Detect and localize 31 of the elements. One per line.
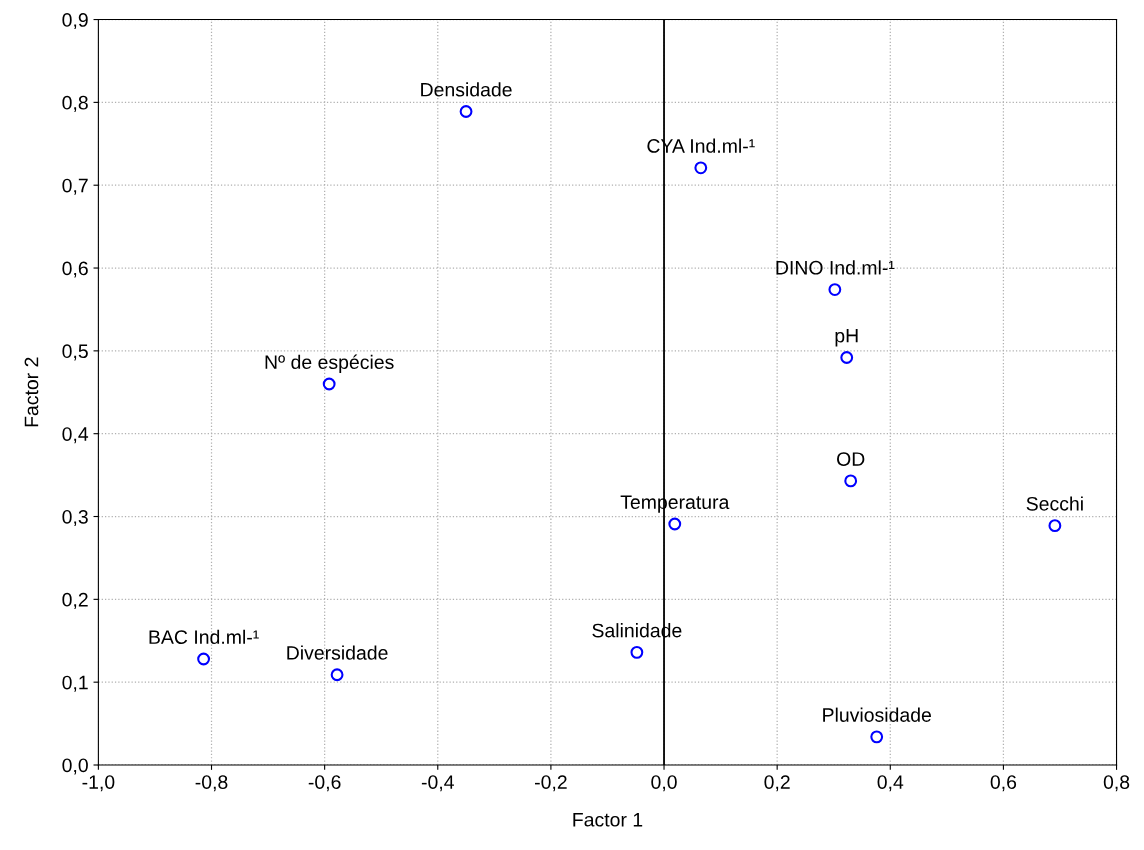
y-tick-label: 0,1 [62,675,88,692]
x-tick-label: -0,8 [195,775,228,792]
annotation: BAC Ind.ml-¹ [149,629,259,645]
annotation: OD [837,452,865,466]
y-tick-label: 0,9 [62,13,88,30]
y-axis-title: Factor 2 [24,357,39,427]
x-tick-label: 0,2 [764,775,790,792]
x-tick-label: 0,8 [1103,775,1130,792]
y-tick-label: 0,8 [62,95,88,112]
y-tick-label: 0,7 [62,178,88,195]
x-tick-label: -0,4 [421,775,454,792]
y-tick-label: 0,0 [62,758,88,775]
x-axis-title: Factor 1 [573,813,643,827]
x-tick-label: 0,0 [651,775,677,792]
y-tick-label: 0,6 [62,261,88,278]
annotation: DINO Ind.ml-¹ [776,260,895,275]
y-tick-label: 0,3 [62,509,88,527]
x-tick-label: -0,2 [535,775,567,792]
annotation: Densidade [421,82,512,97]
y-tick-label: 0,2 [62,592,88,609]
x-tick-label: 0,4 [877,775,904,792]
x-tick-label: -0,6 [308,775,341,792]
annotation: pH [835,328,858,347]
x-tick-label: 0,6 [990,775,1017,792]
annotation: Pluviosidade [823,707,931,722]
annotation: Secchi [1026,496,1083,511]
y-tick-label: 0,4 [62,427,89,444]
annotation: Diversidade [287,645,388,660]
annotation: Nº de espécies [265,354,394,373]
x-tick-label: -1,0 [82,775,115,792]
y-tick-label: 0,5 [62,344,88,361]
